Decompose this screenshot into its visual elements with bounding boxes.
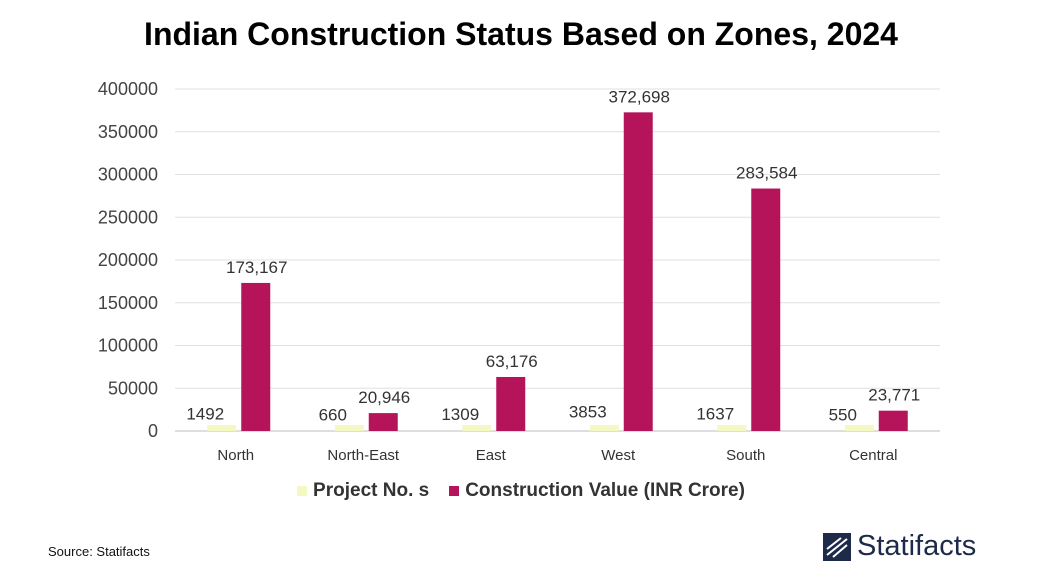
- y-tick-label: 50000: [108, 378, 158, 398]
- bar-construction-value: [751, 188, 781, 431]
- brand-name: Statifacts: [857, 530, 977, 562]
- y-tick-label: 400000: [98, 79, 158, 99]
- data-label-construction-value: 173,167: [226, 258, 287, 277]
- legend-swatch-project-no: [297, 486, 308, 496]
- bar-construction-value: [496, 376, 526, 431]
- data-label-project-no: 1637: [696, 405, 734, 424]
- bar-construction-value: [241, 282, 271, 431]
- data-label-construction-value: 283,584: [736, 164, 797, 183]
- legend-swatch-construction-value: [449, 486, 460, 496]
- x-tick-label: South: [726, 447, 765, 464]
- legend: Project No. s Construction Value (INR Cr…: [0, 480, 1042, 502]
- data-label-project-no: 660: [319, 405, 347, 424]
- bar-project-no: [717, 425, 747, 431]
- bar-construction-value: [623, 112, 653, 432]
- chart-title: Indian Construction Status Based on Zone…: [144, 16, 898, 52]
- source-note: Source: Statifacts: [48, 544, 150, 559]
- data-label-construction-value: 23,771: [868, 386, 920, 405]
- data-label-construction-value: 20,946: [358, 388, 410, 407]
- x-tick-label: Central: [849, 447, 897, 464]
- y-tick-label: 0: [148, 421, 158, 441]
- data-label-construction-value: 372,698: [609, 87, 670, 106]
- data-label-project-no: 1492: [186, 405, 224, 424]
- x-tick-label: East: [476, 447, 507, 464]
- bar-project-no: [207, 425, 237, 431]
- bar-project-no: [462, 425, 492, 431]
- bar-project-no: [334, 425, 364, 431]
- x-tick-label: North: [217, 447, 254, 464]
- legend-label-project-no: Project No. s: [313, 480, 430, 501]
- data-label-project-no: 1309: [441, 405, 479, 424]
- bar-project-no: [844, 425, 874, 431]
- statifacts-logo-icon: [823, 532, 851, 561]
- data-label-project-no: 550: [829, 406, 857, 425]
- data-label-project-no: 3853: [569, 403, 607, 422]
- x-tick-label: North-East: [327, 447, 400, 464]
- y-tick-label: 350000: [98, 122, 158, 142]
- x-tick-label: West: [601, 447, 636, 464]
- y-tick-label: 150000: [98, 293, 158, 313]
- y-tick-label: 100000: [98, 336, 158, 356]
- bar-project-no: [589, 425, 619, 431]
- brand-logo: Statifacts: [823, 530, 976, 563]
- data-label-construction-value: 63,176: [486, 352, 538, 371]
- y-tick-label: 300000: [98, 165, 158, 185]
- legend-item-project-no: Project No. s: [297, 480, 429, 502]
- bar-construction-value: [368, 413, 398, 431]
- bar-construction-value: [878, 410, 908, 431]
- legend-label-construction-value: Construction Value (INR Crore): [465, 480, 745, 501]
- y-tick-label: 250000: [98, 207, 158, 227]
- legend-item-construction-value: Construction Value (INR Crore): [449, 480, 745, 502]
- y-tick-label: 200000: [98, 250, 158, 270]
